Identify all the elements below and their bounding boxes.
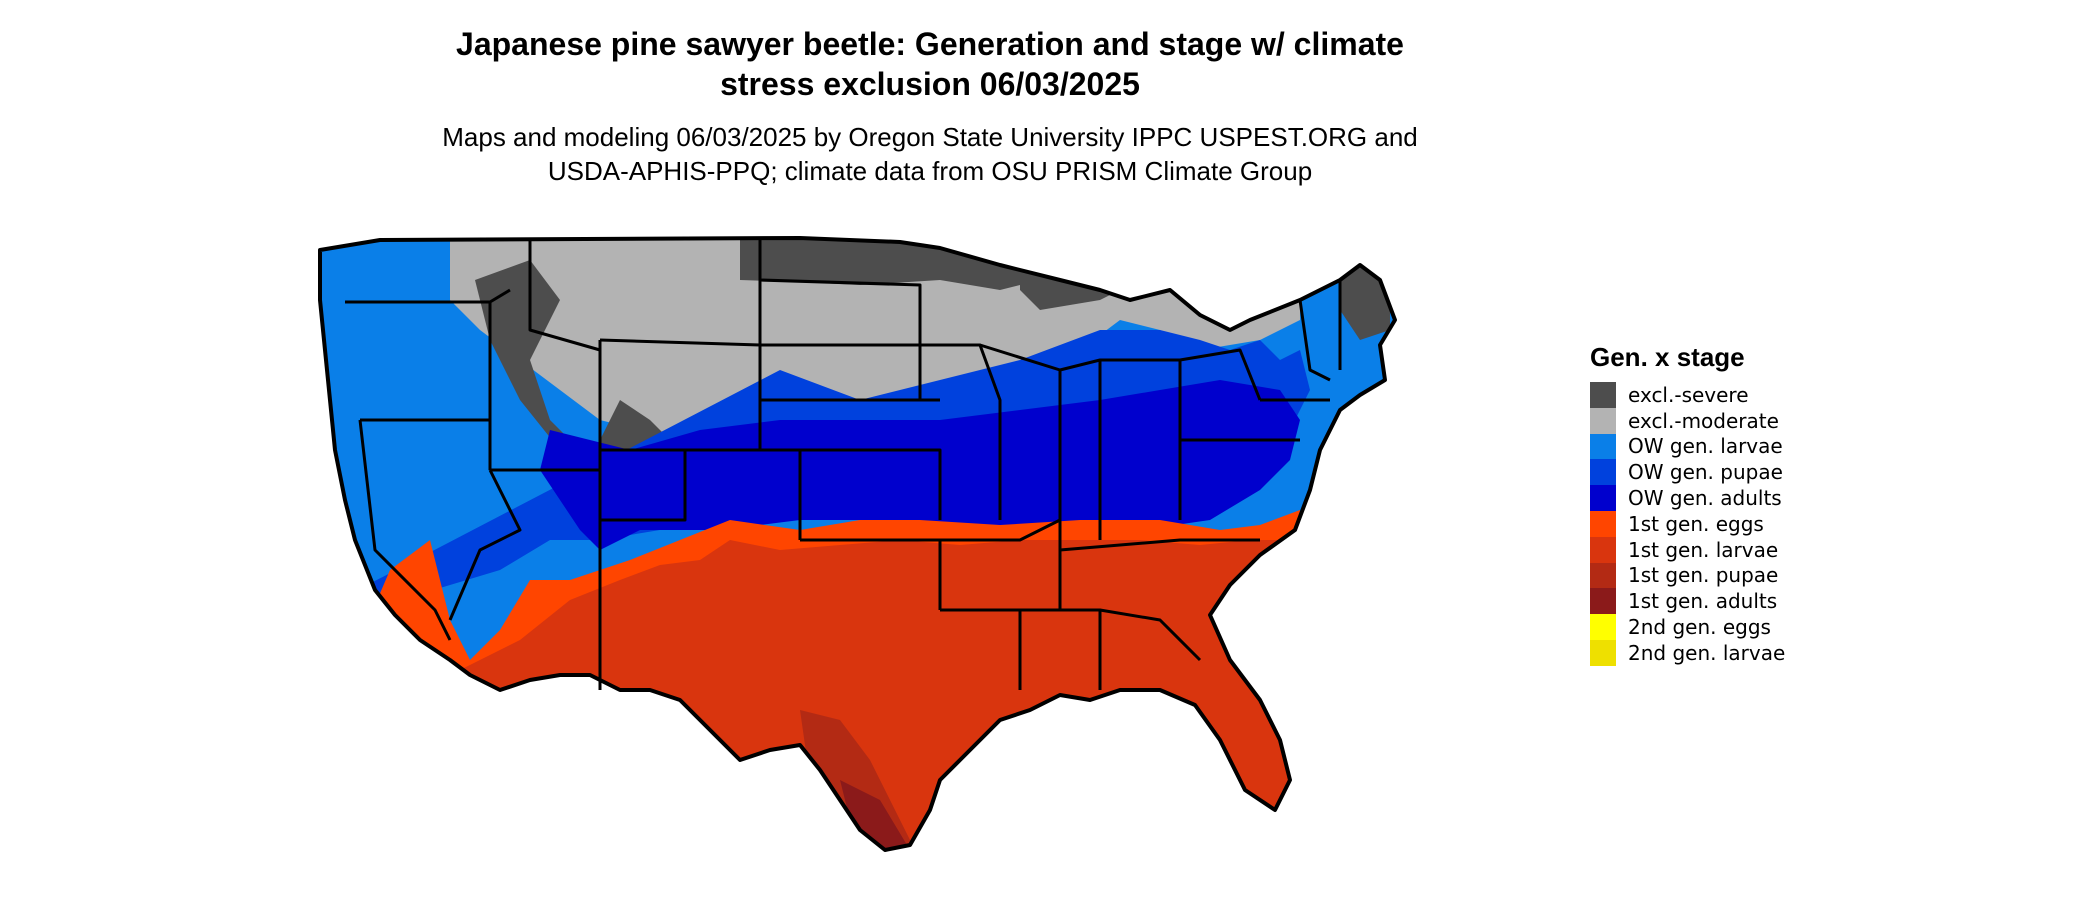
legend-swatch	[1590, 588, 1616, 615]
legend-swatch	[1590, 407, 1616, 434]
legend-label: 2nd gen. eggs	[1628, 615, 1771, 640]
legend-label: 2nd gen. larvae	[1628, 640, 1786, 665]
legend-label: excl.-severe	[1628, 382, 1749, 407]
legend-item: 1st gen. pupae	[1590, 562, 1785, 589]
legend-item: 1st gen. larvae	[1590, 536, 1785, 563]
legend-label: excl.-moderate	[1628, 408, 1779, 433]
legend-item: OW gen. pupae	[1590, 459, 1785, 486]
legend-label: 1st gen. adults	[1628, 589, 1778, 614]
legend-swatch	[1590, 510, 1616, 537]
state-borders	[345, 238, 1342, 690]
legend-swatch	[1590, 536, 1616, 563]
map-title-line1: Japanese pine sawyer beetle: Generation …	[456, 26, 1404, 62]
legend-item: 2nd gen. eggs	[1590, 614, 1785, 640]
legend-swatch	[1590, 382, 1616, 408]
us-map	[318, 236, 1397, 852]
legend-label: OW gen. larvae	[1628, 434, 1783, 459]
legend-item: OW gen. adults	[1590, 485, 1785, 511]
map-subtitle-line1: Maps and modeling 06/03/2025 by Oregon S…	[442, 122, 1418, 152]
legend-swatch	[1590, 485, 1616, 511]
map-title: Japanese pine sawyer beetle: Generation …	[0, 24, 1860, 104]
region-excl-severe	[740, 238, 1040, 290]
legend-item: 1st gen. eggs	[1590, 510, 1785, 537]
region-excl-severe-rockies	[475, 260, 680, 500]
legend-swatch	[1590, 562, 1616, 589]
map-subtitle: Maps and modeling 06/03/2025 by Oregon S…	[0, 120, 1860, 188]
legend-label: 1st gen. pupae	[1628, 563, 1779, 588]
region-ow-adults	[540, 380, 1300, 550]
legend-item: excl.-severe	[1590, 382, 1785, 408]
map-legend: Gen. x stage excl.-severe excl.-moderate O…	[1590, 340, 1785, 666]
legend-title: Gen. x stage	[1590, 342, 1745, 372]
map-subtitle-line2: USDA-APHIS-PPQ; climate data from OSU PR…	[547, 156, 1313, 186]
legend-item: 1st gen. adults	[1590, 588, 1785, 615]
legend-item: excl.-moderate	[1590, 407, 1785, 434]
legend-item: 2nd gen. larvae	[1590, 639, 1786, 666]
legend-swatch	[1590, 639, 1616, 666]
legend-swatch	[1590, 459, 1616, 486]
legend-label: OW gen. adults	[1628, 486, 1782, 511]
legend-item: OW gen. larvae	[1590, 433, 1785, 460]
map-title-line2: stress exclusion 06/03/2025	[720, 66, 1140, 102]
us-outline	[318, 236, 1397, 852]
legend-items: excl.-severe excl.-moderate OW gen. larvae…	[1590, 382, 1785, 666]
legend-label: 1st gen. eggs	[1628, 511, 1764, 536]
legend-label: 1st gen. larvae	[1628, 537, 1779, 562]
legend-swatch	[1590, 433, 1616, 460]
legend-label: OW gen. pupae	[1628, 460, 1783, 485]
legend-swatch	[1590, 614, 1616, 640]
